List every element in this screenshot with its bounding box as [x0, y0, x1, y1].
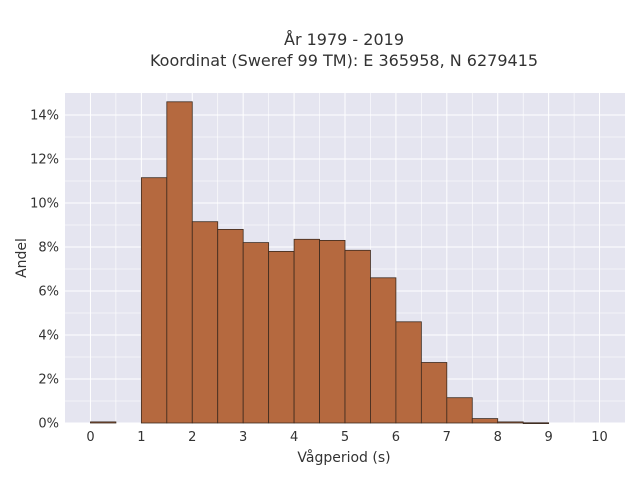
x-tick-label: 9	[544, 430, 552, 445]
histogram-bar	[242, 242, 270, 424]
y-tick-label: 10%	[30, 197, 59, 212]
histogram-bar	[446, 397, 473, 424]
histogram-bar	[293, 238, 320, 424]
x-tick-label: 10	[591, 430, 608, 445]
chart-title-line-2: Koordinat (Sweref 99 TM): E 365958, N 62…	[150, 51, 538, 70]
histogram-bar	[268, 250, 295, 424]
x-axis-ticks: 0 1 2 3 4 5 6 7 8 9 10	[86, 430, 608, 445]
histogram-bar	[395, 321, 422, 424]
y-tick-label: 6%	[38, 285, 59, 300]
x-tick-label: 3	[239, 430, 247, 445]
histogram-bar	[370, 277, 397, 424]
y-tick-label: 8%	[38, 241, 59, 256]
x-tick-label: 8	[494, 430, 502, 445]
histogram-bar	[319, 239, 346, 424]
histogram-bar	[166, 101, 193, 424]
histogram-bar	[522, 422, 550, 424]
x-tick-label: 7	[443, 430, 451, 445]
x-axis-label: Vågperiod (s)	[297, 449, 390, 466]
x-tick-label: 5	[341, 430, 349, 445]
histogram-bar	[191, 221, 219, 424]
y-tick-label: 2%	[38, 373, 59, 388]
histogram-bar	[90, 421, 117, 424]
histogram-bar	[217, 228, 244, 424]
y-tick-label: 0%	[38, 417, 59, 432]
x-tick-label: 1	[137, 430, 145, 445]
y-axis-ticks: 0% 2% 4% 6% 8% 10% 12% 14%	[30, 109, 59, 432]
histogram-bar	[497, 421, 524, 424]
histogram-bar	[344, 249, 371, 424]
histogram-bar	[140, 177, 168, 424]
y-tick-label: 12%	[30, 153, 59, 168]
x-tick-label: 6	[392, 430, 400, 445]
histogram-bar	[420, 362, 448, 424]
chart-title-line-1: År 1979 - 2019	[284, 30, 404, 49]
y-tick-label: 4%	[38, 329, 59, 344]
x-tick-label: 4	[290, 430, 298, 445]
histogram-bar	[471, 418, 499, 424]
y-tick-label: 14%	[30, 109, 59, 124]
histogram-bars	[90, 101, 550, 424]
y-axis-label: Andel	[14, 238, 30, 278]
x-tick-label: 0	[86, 430, 94, 445]
x-tick-label: 2	[188, 430, 196, 445]
